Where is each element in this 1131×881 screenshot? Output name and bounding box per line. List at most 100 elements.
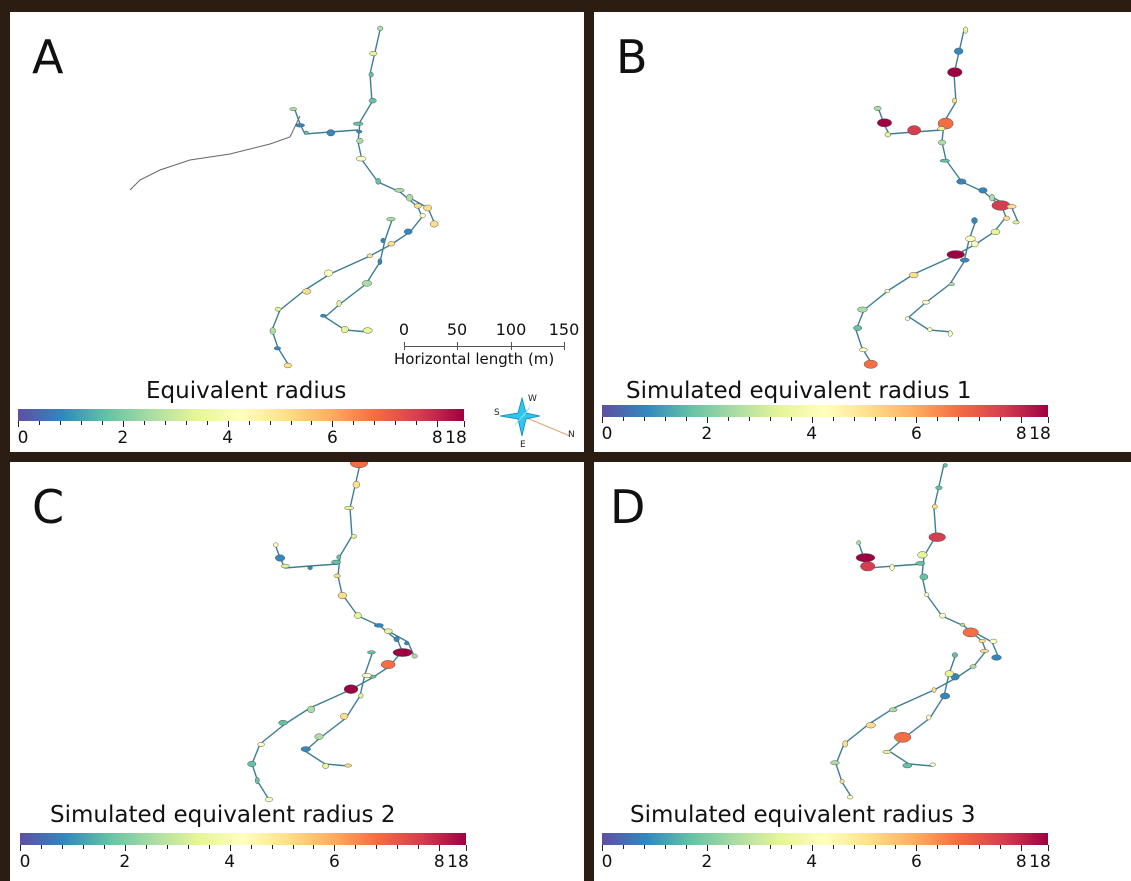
conduit-radius-marker: [323, 269, 334, 277]
colorbar-minor-tick: [355, 845, 357, 849]
conduit-radius-marker: [960, 623, 966, 627]
conduit-radius-marker: [922, 300, 930, 305]
colorbar-axis: 0 2 4 6 8 18: [19, 845, 469, 875]
colorbar-tick-label: 0: [19, 852, 31, 872]
cave-network-map: [830, 463, 1002, 800]
conduit-radius-marker: [380, 660, 396, 669]
conduit-radius-marker: [353, 121, 364, 126]
conduit-radius-marker: [884, 289, 890, 293]
conduit-radius-marker: [350, 462, 369, 469]
conduit-radius-marker: [859, 347, 868, 353]
conduit-radius-marker: [855, 553, 876, 563]
colorbar-tick-label: 6: [327, 428, 338, 448]
panel-c: C Simulated equivalent radius 2 0 2 4 6 8 18: [10, 462, 584, 881]
conduit-radius-marker: [406, 194, 414, 202]
colorbar-minor-tick: [248, 421, 250, 425]
conduit-radius-marker: [935, 485, 943, 490]
colorbar-minor-tick: [397, 845, 399, 849]
colorbar-minor-tick: [622, 417, 624, 421]
conduit-radius-marker: [368, 71, 374, 78]
conduit-radius-marker: [962, 627, 979, 638]
conduit-radius-marker: [307, 565, 313, 570]
conduit-radius-marker: [989, 638, 998, 644]
colorbar-minor-tick: [145, 845, 147, 849]
conduit-radius-marker: [1006, 204, 1017, 209]
conduit-radius-marker: [1012, 220, 1020, 225]
colorbar-tick-label: 4: [222, 428, 234, 448]
colorbar-tick: [706, 845, 708, 851]
colorbar-minor-tick: [1000, 845, 1002, 849]
colorbar-tick: [1048, 417, 1049, 423]
conduit-radius-marker: [928, 532, 946, 542]
colorbar-tick: [811, 845, 813, 851]
colorbar-minor-tick: [250, 845, 252, 849]
conduit-radius-marker: [423, 204, 433, 212]
conduit-radius-marker: [927, 327, 933, 332]
colorbar-tick-label: 8: [431, 428, 443, 448]
conduit-radius-marker: [387, 241, 396, 247]
conduit-radius-marker: [990, 228, 1001, 236]
panel-b: B Simulated equivalent radius 1 0 2 4 6 8 18: [594, 12, 1131, 452]
conduit-radius-marker: [951, 97, 957, 104]
conduit-radius-marker: [362, 327, 373, 334]
colorbar-minor-tick: [895, 417, 897, 421]
conduit-radius-marker: [278, 719, 288, 726]
conduit-radius-marker: [939, 158, 950, 163]
colorbar-minor-tick: [832, 845, 834, 849]
conduit-radius-marker: [946, 250, 965, 259]
conduit-radius-marker: [368, 97, 377, 104]
colorbar-minor-tick: [937, 845, 939, 849]
colorbar-tick-label: 6: [911, 852, 922, 872]
conduit-radius-marker: [839, 779, 845, 784]
colorbar-minor-tick: [166, 845, 168, 849]
cave-network-map: [129, 25, 439, 369]
colorbar-tick-label: 2: [117, 428, 129, 448]
conduit-radius-marker: [393, 636, 400, 643]
conduit-radius-marker: [830, 760, 840, 766]
conduit-radius-marker: [951, 652, 958, 658]
conduit-radius-marker: [905, 316, 910, 321]
scale-tick-label: 150: [548, 320, 580, 339]
colorbar-tick-label: 2: [701, 424, 713, 444]
conduit-radius-marker: [331, 559, 341, 565]
conduit-radius-marker: [873, 105, 882, 111]
colorbar-minor-tick: [374, 421, 376, 425]
conduit-radius-marker: [254, 776, 260, 784]
conduit-radius-marker: [931, 504, 938, 510]
scale-caption: Horizontal length (m): [394, 350, 555, 368]
colorbar-minor-tick: [187, 845, 189, 849]
conduit-radius-marker: [403, 228, 413, 235]
colorbar-minor-tick: [206, 421, 208, 425]
colorbar-minor-tick: [664, 845, 666, 849]
conduit-radius-marker: [980, 649, 990, 653]
colorbar-minor-tick: [874, 417, 876, 421]
colorbar-tick-label: 18: [445, 428, 467, 448]
colorbar: [18, 409, 464, 421]
colorbar: [602, 405, 1048, 417]
conduit-radius-marker: [929, 762, 936, 767]
colorbar-minor-tick: [208, 845, 210, 849]
colorbar-minor-tick: [313, 845, 315, 849]
colorbar-tick: [332, 421, 334, 427]
conduit-radius-marker: [354, 612, 362, 619]
conduit-radius-marker: [969, 664, 977, 669]
cave-network-map: [853, 26, 1020, 369]
colorbar-tick: [122, 421, 124, 427]
conduit-radius-marker: [322, 763, 330, 769]
conduit-radius-marker: [962, 26, 969, 34]
colorbar-tick: [437, 421, 439, 427]
conduit-radius-marker: [959, 257, 970, 263]
colorbar-tick-label: 8: [1015, 852, 1027, 872]
colorbar: [20, 833, 466, 845]
colorbar-minor-tick: [769, 417, 771, 421]
conduit-radius-marker: [971, 217, 978, 224]
colorbar-minor-tick: [853, 417, 855, 421]
colorbar-minor-tick: [727, 417, 729, 421]
colorbar-tick: [227, 421, 229, 427]
colorbar-tick: [439, 845, 441, 851]
conduit-radius-marker: [380, 237, 386, 244]
colorbar-tick-label: 4: [806, 852, 818, 872]
conduit-radius-marker: [942, 463, 948, 468]
colorbar-tick-label: 2: [701, 852, 713, 872]
conduit-radius-marker: [300, 746, 311, 752]
